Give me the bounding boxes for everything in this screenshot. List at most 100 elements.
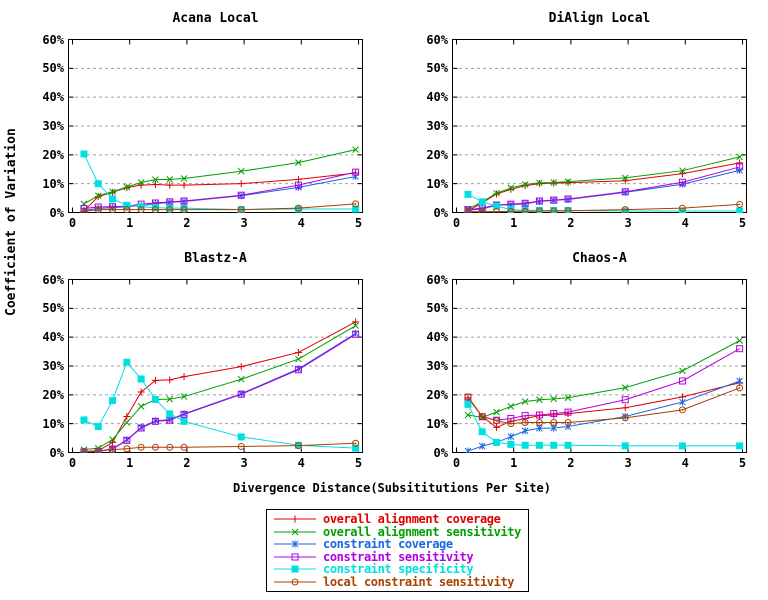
series-marker [550,395,558,403]
series-marker [237,180,245,188]
series-marker [621,384,629,391]
series-marker [294,205,302,213]
chart-title: Blastz-A [184,251,247,266]
series-marker [137,443,145,451]
series-marker [352,205,360,213]
series-marker [94,447,102,453]
series-marker [151,181,159,189]
series-marker [507,433,515,441]
legend-box: overall alignment coverage overall alignm… [266,509,529,592]
x-tick-label: 4 [297,216,305,230]
series-marker [183,208,185,211]
legend-label: constraint specificity [323,562,474,577]
series-marker [467,210,469,213]
series-marker [736,345,744,353]
x-tick-label: 4 [681,456,689,470]
series-marker [507,440,515,448]
series-marker [507,420,515,428]
series-marker [166,181,174,189]
series-marker [137,424,145,432]
series-marker [550,411,558,419]
series-marker [507,185,515,193]
x-tick-label: 5 [738,456,747,470]
x-tick-label: 4 [681,216,689,230]
chart-title: Acana Local [172,11,259,26]
y-tick-label: 10% [426,416,448,431]
x-tick-label: 1 [510,216,518,230]
series-marker [679,167,686,175]
y-tick-label: 10% [426,176,448,191]
plot-area [452,279,747,453]
y-tick-label: 30% [42,359,64,373]
series-marker [123,412,131,420]
legend-label: constraint sensitivity [323,549,474,564]
y-tick-label: 30% [426,359,448,373]
y-tick-label: 50% [426,61,448,76]
series-marker [352,318,360,326]
series-marker [180,206,188,213]
series-marker [464,400,472,408]
legend-row: local constraint sensitivity [272,575,528,589]
series-marker [535,180,543,188]
series-line [467,340,740,418]
y-tick-label: 0% [49,445,64,460]
series-marker [152,176,159,183]
series-marker [137,375,145,383]
series-marker [550,410,558,418]
series-marker [83,210,85,213]
series-marker [564,410,572,418]
legend-swatch-square-open-icon [274,553,316,561]
series-marker [464,393,472,401]
series-marker [123,358,131,366]
series-marker [550,196,558,204]
series-marker [137,179,145,186]
y-tick-label: 50% [42,301,64,316]
series-marker [564,419,572,427]
chart-title: Chaos-A [572,251,627,266]
chart-dialign-local: DiAlign Local 0% 10% 20% 30% 40% 50% 60% 0 1 2 3 4 5 [426,11,747,230]
series-marker [123,201,131,209]
series-marker [567,421,569,424]
series-marker [354,203,357,205]
series-marker [550,419,558,427]
series-marker [495,419,498,422]
legend-label: overall alignment coverage [323,512,501,527]
series-marker [552,210,555,212]
series-marker [109,188,116,196]
series-marker [678,377,686,385]
y-tick-label: 40% [426,330,448,345]
series-marker [237,442,245,450]
series-marker [180,197,188,205]
series-marker [109,436,116,443]
series-marker [94,423,102,431]
series-marker [123,206,131,213]
series-marker [109,397,117,405]
series-marker [678,207,686,213]
series-marker [564,408,572,416]
legend-swatch-asterisk-icon [274,540,316,548]
series-marker [536,396,543,404]
series-marker [166,443,174,451]
series-marker [535,411,543,419]
x-tick-label: 5 [354,456,363,470]
plot-area [68,39,363,213]
series-marker [352,172,359,180]
series-marker [493,190,501,198]
series-marker [736,337,743,344]
x-tick-label: 3 [624,216,632,230]
series-marker [240,208,243,211]
series-marker [80,150,88,158]
series-marker [481,210,484,213]
series-marker [679,398,686,406]
series-marker [295,159,302,166]
series-marker [294,181,302,189]
series-marker [140,208,142,211]
series-marker [294,442,302,450]
series-marker [521,412,529,420]
series-marker [94,206,102,213]
y-tick-label: 0% [433,205,448,220]
y-tick-label: 50% [42,61,64,76]
series-marker [521,182,529,190]
series-marker [621,414,629,422]
legend-swatch-cross-icon [274,528,316,536]
